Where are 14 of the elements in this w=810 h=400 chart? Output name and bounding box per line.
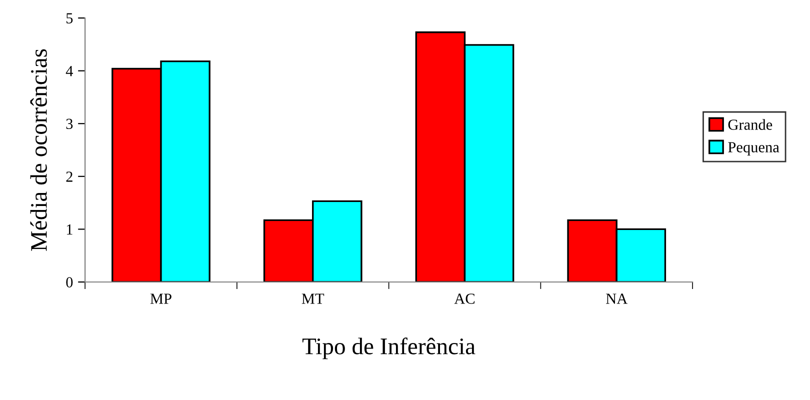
- x-tick-label: NA: [606, 294, 628, 304]
- y-tick-label: 1: [66, 224, 72, 234]
- x-tick-label: MP: [150, 294, 172, 304]
- legend-label: Pequena: [728, 142, 780, 156]
- x-tick-label: MT: [302, 294, 324, 304]
- y-tick-label: 5: [66, 13, 73, 24]
- y-tick-label: 0: [66, 277, 73, 288]
- y-tick-label: 2: [66, 172, 72, 182]
- y-tick-label: 3: [66, 118, 73, 130]
- x-axis-title: Tipo de Inferência: [302, 338, 476, 360]
- legend-label: Grande: [728, 119, 772, 130]
- x-tick-label: AC: [454, 294, 475, 304]
- y-axis-title: Média de ocorrências: [30, 49, 47, 251]
- y-tick-label: 4: [66, 66, 74, 76]
